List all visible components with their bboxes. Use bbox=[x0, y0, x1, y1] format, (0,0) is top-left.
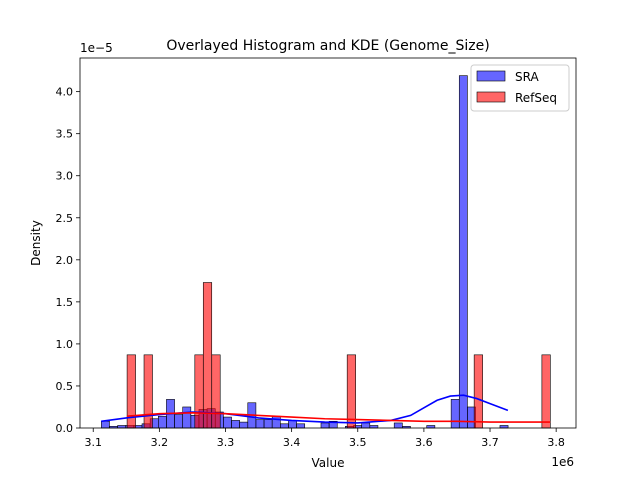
refseq-bar bbox=[473, 354, 483, 429]
y-tick-label: 3.0 bbox=[56, 170, 74, 183]
sra-bar bbox=[263, 419, 273, 429]
y-tick-label: 3.5 bbox=[56, 128, 74, 141]
sra-bar bbox=[182, 406, 192, 429]
sra-bar bbox=[231, 420, 240, 429]
sra-bar bbox=[271, 415, 281, 429]
x-tick-label: 3.6 bbox=[415, 436, 433, 449]
x-axis: 3.1 3.2 3.3 3.4 3.5 3.6 3.7 3.8 bbox=[84, 428, 565, 449]
refseq-bar bbox=[194, 354, 204, 429]
sra-bar bbox=[174, 414, 184, 429]
x-tick-label: 3.3 bbox=[217, 436, 235, 449]
y-tick-label: 1.5 bbox=[56, 296, 74, 309]
y-axis-label: Density bbox=[29, 220, 43, 266]
refseq-kde-line bbox=[126, 412, 551, 423]
sra-bar bbox=[393, 422, 403, 429]
chart-title: Overlayed Histogram and KDE (Genome_Size… bbox=[166, 38, 489, 54]
legend-label-sra: SRA bbox=[515, 70, 539, 84]
x-tick-label: 3.2 bbox=[151, 436, 169, 449]
sra-bar bbox=[458, 75, 468, 429]
refseq-bar bbox=[211, 354, 221, 429]
kde-layer bbox=[101, 394, 551, 424]
plot-frame bbox=[79, 57, 577, 429]
x-tick-label: 3.7 bbox=[481, 436, 499, 449]
legend-label-refseq: RefSeq bbox=[515, 91, 557, 105]
sra-bar bbox=[450, 399, 460, 429]
refseq-bar bbox=[541, 354, 551, 429]
refseq-bar bbox=[202, 282, 213, 429]
sra-bar bbox=[255, 419, 265, 429]
y-axis: 0.0 0.5 1.0 1.5 2.0 2.5 3.0 3.5 4.0 bbox=[56, 86, 80, 435]
x-tick-label: 3.4 bbox=[283, 436, 301, 449]
x-tick-label: 3.8 bbox=[547, 436, 565, 449]
refseq-bar bbox=[143, 354, 153, 429]
y-tick-label: 2.0 bbox=[56, 254, 74, 267]
y-tick-label: 2.5 bbox=[56, 212, 74, 225]
legend-swatch-sra bbox=[476, 70, 506, 82]
sra-bar bbox=[101, 420, 110, 429]
y-tick-label: 4.0 bbox=[56, 86, 74, 99]
sra-bar bbox=[280, 423, 289, 429]
sra-bar bbox=[239, 421, 249, 429]
x-tick-label: 3.1 bbox=[84, 436, 102, 449]
sra-bar bbox=[361, 422, 371, 429]
sra-bar bbox=[223, 416, 232, 429]
x-tick-label: 3.5 bbox=[349, 436, 367, 449]
legend: SRA RefSeq bbox=[470, 64, 570, 112]
legend-swatch-refseq bbox=[476, 91, 506, 103]
y-tick-label: 0.0 bbox=[56, 422, 74, 435]
y-tick-label: 0.5 bbox=[56, 380, 74, 393]
refseq-bar bbox=[346, 354, 356, 429]
sra-bar bbox=[288, 420, 297, 429]
sra-bar bbox=[320, 422, 330, 429]
sra-bar bbox=[158, 415, 167, 429]
y-offset-label: 1e−5 bbox=[80, 41, 113, 55]
x-axis-label: Value bbox=[312, 456, 345, 470]
y-tick-label: 1.0 bbox=[56, 338, 74, 351]
sra-bar bbox=[296, 423, 306, 429]
x-offset-label: 1e6 bbox=[551, 455, 574, 469]
